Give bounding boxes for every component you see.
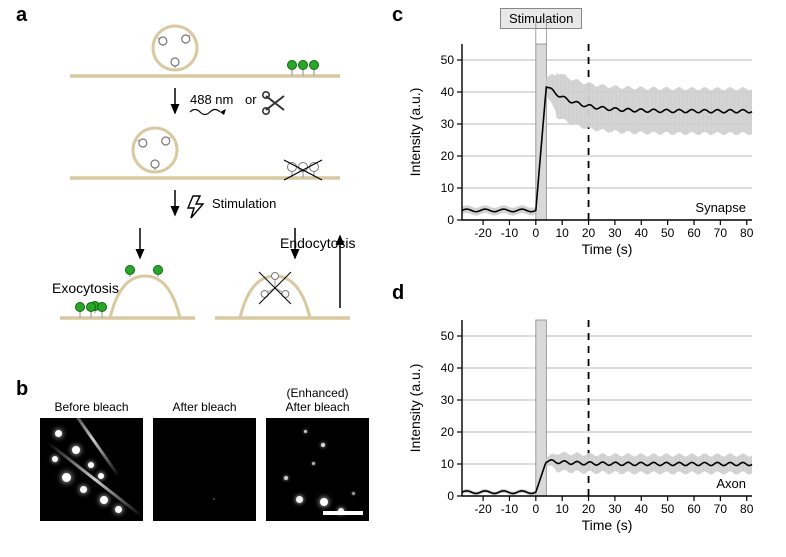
svg-text:60: 60	[687, 226, 701, 240]
svg-text:40: 40	[635, 226, 649, 240]
svg-text:Axon: Axon	[716, 476, 746, 491]
micro-image-after	[153, 418, 256, 521]
left-column: 488 nm or Stimulation Exocytosis Endocytosis…	[0, 0, 380, 557]
chart-d: 0 10 20 30 40 50 -20 -10 0 10 20 30 40 50 60 70 80 Intens…	[400, 296, 760, 536]
svg-text:10: 10	[441, 457, 455, 471]
micro-label-after: After bleach	[153, 400, 256, 414]
svg-text:60: 60	[687, 502, 701, 516]
svg-text:10: 10	[556, 226, 570, 240]
panel-b-microscopy: Before bleach After bleach (Enhanced) Af…	[40, 400, 370, 540]
svg-text:Synapse: Synapse	[695, 200, 746, 215]
svg-text:0: 0	[447, 213, 454, 227]
micro-label-enhanced-prefix: (Enhanced)	[266, 386, 369, 400]
svg-text:488 nm: 488 nm	[190, 92, 233, 107]
svg-text:-10: -10	[501, 502, 519, 516]
svg-text:-20: -20	[474, 502, 492, 516]
svg-text:50: 50	[661, 226, 675, 240]
chart-c: 0 10 20 30 40 50 -20 -10 0 10 20 30 40 50 60 70 80 Intens…	[400, 20, 760, 260]
svg-text:50: 50	[441, 53, 455, 67]
svg-text:Time (s): Time (s)	[582, 241, 633, 257]
right-column: Stimulation 01020304050-20-1001020304050…	[380, 0, 786, 557]
micro-label-enhanced: After bleach	[266, 400, 369, 414]
svg-text:-10: -10	[501, 226, 519, 240]
svg-text:40: 40	[441, 361, 455, 375]
svg-text:10: 10	[556, 502, 570, 516]
panel-a-diagram: 488 nm or Stimulation Exocytosis Endocytosis	[40, 18, 360, 358]
svg-text:-20: -20	[474, 226, 492, 240]
svg-text:Intensity (a.u.): Intensity (a.u.)	[407, 88, 423, 177]
svg-text:20: 20	[441, 425, 455, 439]
svg-text:30: 30	[608, 226, 622, 240]
svg-text:Exocytosis: Exocytosis	[52, 280, 119, 296]
svg-text:0: 0	[532, 226, 539, 240]
micro-image-enhanced	[266, 418, 369, 521]
scalebar	[323, 511, 363, 515]
svg-text:30: 30	[441, 117, 455, 131]
svg-text:20: 20	[441, 149, 455, 163]
svg-text:0: 0	[447, 489, 454, 503]
svg-text:Intensity (a.u.): Intensity (a.u.)	[407, 364, 423, 453]
svg-text:0: 0	[532, 502, 539, 516]
svg-text:20: 20	[582, 226, 596, 240]
svg-text:70: 70	[714, 226, 728, 240]
svg-text:50: 50	[441, 329, 455, 343]
svg-text:40: 40	[635, 502, 649, 516]
svg-text:50: 50	[661, 502, 675, 516]
svg-text:30: 30	[441, 393, 455, 407]
svg-text:30: 30	[608, 502, 622, 516]
svg-text:70: 70	[714, 502, 728, 516]
svg-text:Time (s): Time (s)	[582, 517, 633, 533]
micro-image-before	[40, 418, 143, 521]
svg-text:80: 80	[740, 226, 754, 240]
micro-label-before: Before bleach	[40, 400, 143, 414]
svg-text:Stimulation: Stimulation	[212, 196, 276, 211]
svg-text:or: or	[245, 92, 257, 107]
svg-text:80: 80	[740, 502, 754, 516]
svg-text:Endocytosis: Endocytosis	[280, 235, 355, 251]
svg-text:20: 20	[582, 502, 596, 516]
svg-text:10: 10	[441, 181, 455, 195]
svg-text:40: 40	[441, 85, 455, 99]
